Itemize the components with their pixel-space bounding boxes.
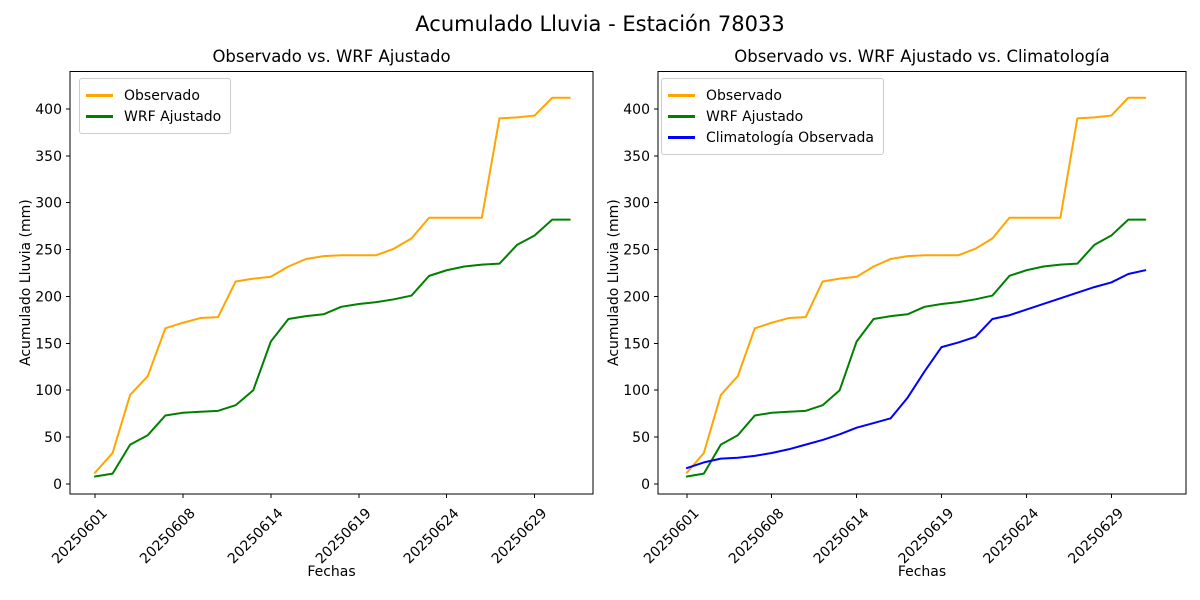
svg-text:20250629: 20250629 bbox=[489, 506, 551, 568]
svg-text:20250614: 20250614 bbox=[811, 505, 873, 567]
right-legend: Observado WRF Ajustado Climatología Obse… bbox=[661, 78, 884, 155]
legend-label-climatologia: Climatología Observada bbox=[706, 129, 874, 146]
figure-title: Acumulado Lluvia - Estación 78033 bbox=[415, 12, 785, 36]
legend-label-observado: Observado bbox=[124, 87, 200, 104]
svg-text:100: 100 bbox=[35, 383, 62, 399]
svg-text:100: 100 bbox=[623, 383, 650, 399]
svg-text:20250624: 20250624 bbox=[981, 505, 1043, 567]
left-x-axis-label: Fechas bbox=[307, 564, 356, 580]
svg-text:150: 150 bbox=[623, 336, 650, 352]
svg-text:400: 400 bbox=[35, 102, 62, 118]
right-chart-title: Observado vs. WRF Ajustado vs. Climatolo… bbox=[734, 47, 1110, 66]
svg-text:20250624: 20250624 bbox=[401, 505, 463, 567]
svg-text:20250601: 20250601 bbox=[641, 506, 703, 568]
svg-text:20250629: 20250629 bbox=[1065, 506, 1127, 568]
left-chart-title: Observado vs. WRF Ajustado bbox=[212, 47, 451, 66]
svg-text:50: 50 bbox=[632, 430, 650, 446]
climatologia-line-swatch bbox=[668, 136, 695, 139]
right-y-axis-label: Acumulado Lluvia (mm) bbox=[606, 199, 622, 366]
svg-text:400: 400 bbox=[623, 102, 650, 118]
svg-text:0: 0 bbox=[53, 477, 62, 493]
legend-label-observado-right: Observado bbox=[706, 87, 782, 104]
svg-text:0: 0 bbox=[641, 477, 650, 493]
svg-text:250: 250 bbox=[35, 243, 62, 259]
legend-entry-climatologia: Climatología Observada bbox=[668, 127, 874, 148]
legend-entry-observado-right: Observado bbox=[668, 85, 874, 106]
svg-text:20250601: 20250601 bbox=[49, 506, 111, 568]
legend-entry-observado: Observado bbox=[86, 85, 221, 106]
wrf-ajustado-line-swatch bbox=[86, 115, 113, 118]
svg-text:20250619: 20250619 bbox=[896, 506, 958, 568]
svg-text:300: 300 bbox=[623, 196, 650, 212]
legend-label-wrf-ajustado-right: WRF Ajustado bbox=[706, 108, 804, 125]
observado-line-swatch-right bbox=[668, 94, 695, 97]
svg-text:200: 200 bbox=[623, 289, 650, 305]
legend-entry-wrf-ajustado-right: WRF Ajustado bbox=[668, 106, 874, 127]
svg-text:20250614: 20250614 bbox=[225, 505, 287, 567]
observado-line-swatch bbox=[86, 94, 113, 97]
left-y-axis-label: Acumulado Lluvia (mm) bbox=[18, 199, 34, 366]
svg-text:150: 150 bbox=[35, 336, 62, 352]
right-x-axis-label: Fechas bbox=[897, 564, 947, 580]
svg-text:50: 50 bbox=[44, 430, 62, 446]
svg-text:350: 350 bbox=[35, 149, 62, 165]
svg-text:20250608: 20250608 bbox=[726, 506, 788, 568]
svg-text:300: 300 bbox=[35, 196, 62, 212]
svg-text:250: 250 bbox=[623, 243, 650, 259]
legend-entry-wrf-ajustado: WRF Ajustado bbox=[86, 106, 221, 127]
svg-text:20250619: 20250619 bbox=[313, 506, 375, 568]
legend-label-wrf-ajustado: WRF Ajustado bbox=[124, 108, 222, 125]
wrf-ajustado-line-swatch-right bbox=[668, 115, 695, 118]
svg-text:20250608: 20250608 bbox=[137, 506, 199, 568]
left-legend: Observado WRF Ajustado bbox=[79, 78, 232, 134]
svg-text:200: 200 bbox=[35, 289, 62, 305]
svg-text:350: 350 bbox=[623, 149, 650, 165]
